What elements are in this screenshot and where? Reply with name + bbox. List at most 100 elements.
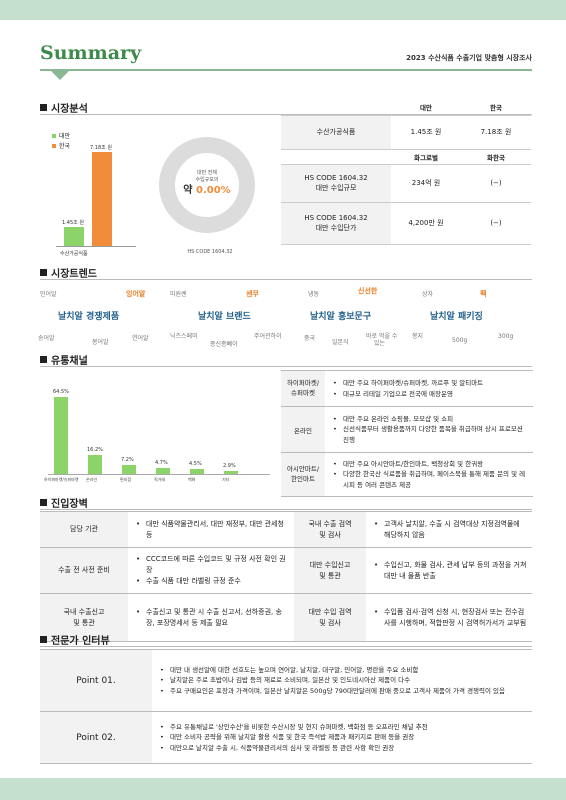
- trend-word-highlight: 팩: [480, 290, 487, 298]
- channel-bar-value: 64.5%: [53, 388, 69, 395]
- channel-bar-axis: [48, 474, 270, 475]
- channel-bar-value: 16.2%: [87, 446, 103, 453]
- market-bar-label: 1.45조 원: [62, 220, 84, 227]
- col-korea: 한국: [490, 104, 502, 113]
- table-row: 담당 기관 대만 식품약물관리서, 대만 재정부, 대만 관세청 등 국내 수출…: [40, 511, 532, 548]
- list-item: 대만 식품약물관리서, 대만 재정부, 대만 관세청 등: [136, 519, 290, 541]
- entry-barrier-table: 담당 기관 대만 식품약물관리서, 대만 재정부, 대만 관세청 등 국내 수출…: [40, 511, 532, 642]
- interview-point-label: Point 02.: [40, 711, 152, 764]
- trend-word-clouds: 민어알 잉어알 날치알 경쟁제품 송어알 봉어알 연어알 미원쎈 센무 날치알 …: [38, 281, 532, 348]
- trend-word: 주어관하이: [254, 333, 282, 340]
- trend-word: 민어알: [40, 291, 57, 298]
- channel-bar-category: 편의점: [120, 477, 132, 482]
- section-divider: [40, 509, 532, 510]
- table-row: 하이퍼마켓/ 슈퍼마켓 대만 주요 하이퍼마켓/슈퍼마켓, 까르푸 및 알티마트…: [281, 370, 533, 407]
- list-item: 수출신고 및 통관 시 수출 신고서, 선하증권, 송장, 포장명세서 등 제출…: [136, 607, 290, 629]
- trend-word: 송어알: [38, 335, 55, 342]
- list-item: 대만 내 생선알에 대한 선호도는 높으며 연어알, 날치알, 대구알, 민어알…: [160, 665, 528, 675]
- expert-interview-table: Point 01. 대만 내 생선알에 대한 선호도는 높으며 연어알, 날치알…: [40, 649, 532, 764]
- square-bullet-icon: [40, 499, 47, 506]
- trend-word: 중국: [304, 335, 316, 342]
- legend-swatch-green: [52, 133, 56, 138]
- title-pointer: [50, 70, 70, 80]
- table-row: 온라인 대만 주요 온라인 쇼핑몰, 모모샵 및 쇼피 신선식품부터 생활용품까…: [281, 406, 533, 453]
- section-market-heading: 시장분석: [40, 100, 88, 115]
- channel-bar-value: 2.9%: [223, 462, 236, 469]
- section-divider: [40, 279, 532, 280]
- trend-word: 종신종뻬이: [210, 341, 238, 348]
- list-item: 주요 유통채널로 '상인수산'을 비롯한 수산시장 및 현지 슈퍼마켓, 백화점…: [160, 722, 528, 732]
- table-row: Point 02. 주요 유통채널로 '상인수산'을 비롯한 수산시장 및 현지…: [40, 711, 532, 764]
- donut-center-text: 대만 전체 수입규모의 약 0.00%: [183, 170, 231, 196]
- market-bar: [64, 227, 84, 246]
- channel-bar: [122, 465, 136, 474]
- col-taiwan: 대만: [420, 104, 432, 113]
- list-item: 날치알은 주로 초밥이나 김밥 등의 재료로 소비되며, 일본산 및 인도네시아…: [160, 675, 528, 685]
- list-item: 다양한 한국산 식료품을 취급하며, 페이스북을 통해 제품 문의 및 레시피 …: [333, 469, 529, 489]
- list-item: 대만으로 날치알 수출 시, 식품약물관리서의 심사 및 라벨링 등 관련 사항…: [160, 743, 528, 753]
- trend-word: 상자: [422, 291, 434, 298]
- bottom-band: [0, 778, 566, 800]
- channel-bar-value: 4.7%: [155, 460, 168, 467]
- trend-word-highlight: 잉어알: [126, 290, 146, 298]
- section-trend-title: 시장트렌드: [51, 269, 97, 280]
- channel-bar: [156, 468, 170, 474]
- list-item: 신선식품부터 생활용품까지 다양한 품목을 취급하며 상시 프로모션 진행: [333, 424, 529, 444]
- list-item: 고객사 날치알, 수출 시 검역대상 지정검역물에 해당하지 않음: [374, 519, 528, 541]
- list-item: 대만 주요 온라인 쇼핑몰, 모모샵 및 쇼피: [333, 414, 529, 424]
- channel-bar-category: 직거래: [154, 477, 166, 482]
- trend-word: 냉동: [308, 291, 320, 298]
- section-divider: [40, 366, 532, 367]
- table-row: 수출 전 사전 준비 CCC코드에 따른 수입코드 및 규정 사전 확인 권장 …: [40, 547, 532, 594]
- channel-bar: [88, 454, 102, 474]
- interview-point-label: Point 01.: [40, 649, 152, 712]
- document-subtitle: 2023 수산식품 수출기업 맞춤형 시장조사: [406, 54, 532, 62]
- section-strategy-title: 진입장벽: [51, 499, 88, 510]
- table-row: HS CODE 1604.32 대만 수입규모 234억 원 (−): [281, 163, 531, 202]
- donut-hole: [176, 154, 238, 216]
- channel-bar-value: 4.5%: [189, 460, 202, 467]
- channel-bar-category: 하이퍼마켓/슈퍼마켓: [44, 477, 79, 482]
- table-row: 수산가공식품 1.45조 원 7.18조 원: [281, 114, 531, 149]
- trend-word: 바로 먹을 수: [366, 333, 398, 340]
- market-bar-axis: [56, 246, 136, 247]
- list-item: CCC코드에 따른 수입코드 및 규정 사전 확인 권장: [136, 554, 290, 576]
- section-divider: [40, 646, 532, 647]
- channel-bar-category: 기타: [222, 477, 230, 482]
- trend-word: 미원쎈: [170, 291, 187, 298]
- donut-percent: 0.00%: [195, 184, 231, 196]
- list-item: 주요 구매요인은 포장과 가격이며, 일본산 날치알은 500g당 790대만달…: [160, 686, 528, 696]
- donut-caption: HS CODE 1604.32: [187, 249, 233, 255]
- trend-word: 300g: [498, 333, 514, 340]
- trend-word: 있는: [374, 340, 386, 347]
- channel-bar-category: 백화: [188, 477, 196, 482]
- square-bullet-icon: [40, 104, 47, 111]
- trend-word: 500g: [452, 337, 468, 344]
- trend-word: 일본식: [332, 339, 349, 346]
- trend-keyword: 날치알 경쟁제품: [58, 312, 120, 322]
- list-item: 수입품 검사·검역 신청 시, 현장검사 또는 전수검사를 시행하며, 적합판정…: [374, 607, 528, 629]
- section-strategy-heading: 진입장벽: [40, 495, 88, 510]
- list-item: 수출 식품 대만 라벨링 규정 준수: [136, 576, 290, 587]
- section-channel-heading: 유통채널: [40, 352, 88, 367]
- list-item: 수입신고, 화물 검사, 관세 납부 등의 과정을 거쳐 대만 내 물품 반출: [374, 560, 528, 582]
- list-item: 대만 소비자 공략을 위해 날치알 활용 식품 및 한국 즉석밥 제품과 패키지…: [160, 732, 528, 742]
- channel-table: 하이퍼마켓/ 슈퍼마켓 대만 주요 하이퍼마켓/슈퍼마켓, 까르푸 및 알티마트…: [281, 370, 533, 497]
- trend-keyword: 날치알 브랜드: [198, 312, 251, 322]
- title-underline: [40, 69, 532, 71]
- market-table: 대만 한국 수산가공식품 1.45조 원 7.18조 원 화그로벌 화한국 HS…: [281, 100, 531, 245]
- donut-ring: [159, 137, 255, 233]
- top-band: [0, 0, 566, 20]
- trend-word: 닉즈스페미: [170, 333, 198, 340]
- table-row: 아시안마트/ 한인마트 대만 주요 아시안마트/한인마트, 백청상회 및 한궈왕…: [281, 452, 533, 497]
- section-channel-title: 유통채널: [51, 356, 88, 367]
- table-row: 국내 수출신고 및 통관 수출신고 및 통관 시 수출 신고서, 선하증권, 송…: [40, 593, 532, 642]
- square-bullet-icon: [40, 269, 47, 276]
- trend-word: 연어알: [132, 335, 149, 342]
- trend-word-highlight: 신선한: [358, 287, 378, 295]
- trend-keyword: 날치알 패키징: [430, 312, 483, 322]
- channel-bar-value: 7.2%: [121, 457, 134, 464]
- square-bullet-icon: [40, 356, 47, 363]
- channel-bar-category: 온라인: [86, 477, 98, 482]
- market-bar-category: 수산가공식품: [60, 251, 88, 257]
